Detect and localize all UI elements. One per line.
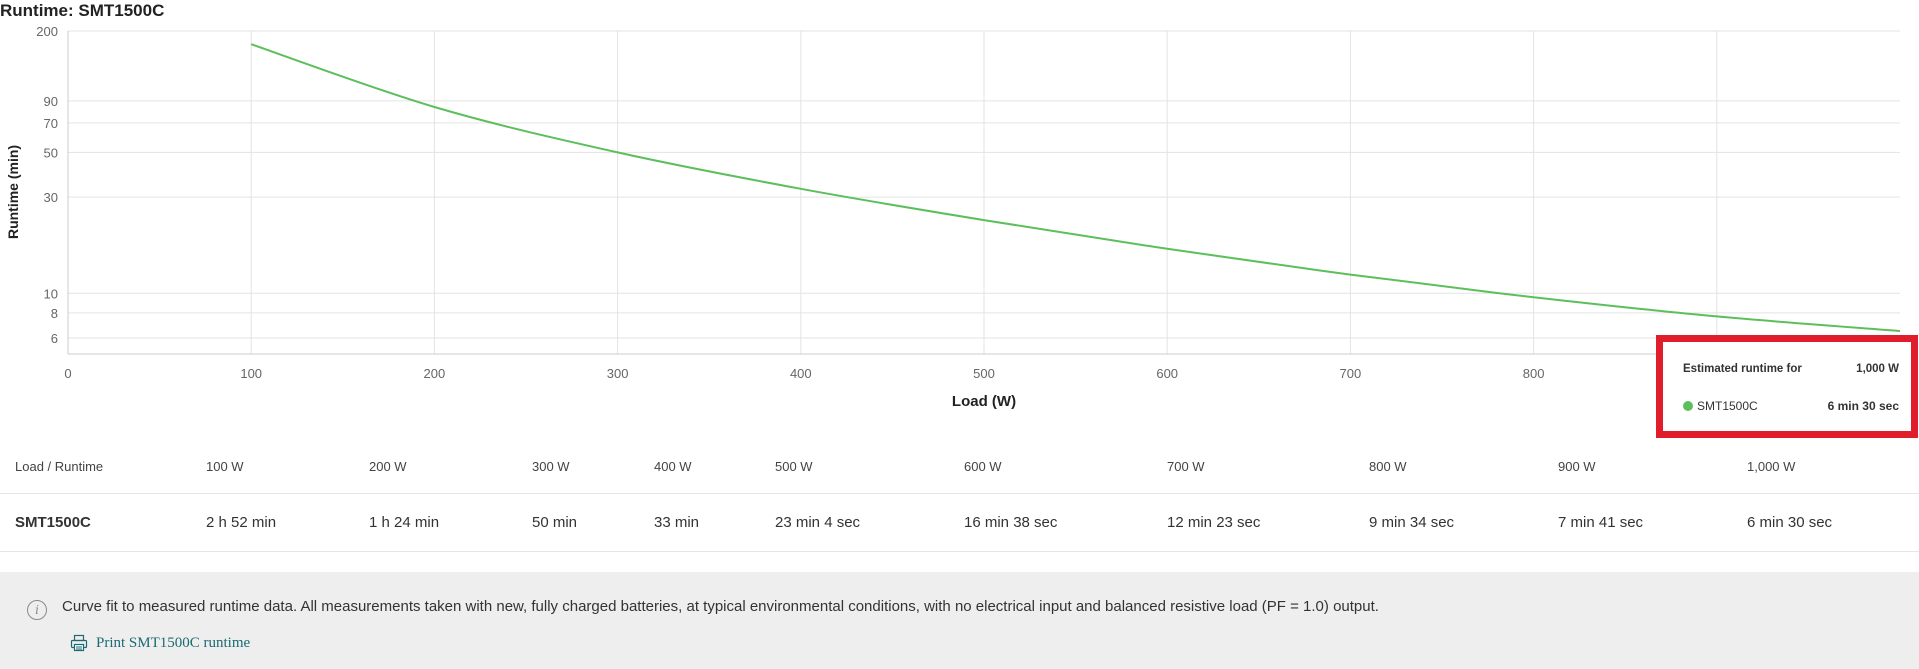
series-dot-icon [1683,401,1693,411]
table-header-row: Load / Runtime 100 W 200 W 300 W 400 W 5… [0,441,1919,494]
info-icon: i [27,600,47,620]
y-tick-label: 10 [44,286,58,301]
x-tick-label: 800 [1523,366,1545,381]
table-cell: 7 min 41 sec [1558,493,1747,552]
x-tick-label: 200 [424,366,446,381]
y-tick-label: 70 [44,116,58,131]
footer-note: Curve fit to measured runtime data. All … [62,598,1379,615]
table-header-cell: 400 W [654,441,775,494]
y-tick-label: 30 [44,190,58,205]
table-cell: 50 min [532,493,654,552]
x-tick-label: 100 [240,366,262,381]
table-header-cell: 500 W [775,441,964,494]
table-header-cell: Load / Runtime [0,441,206,494]
table-cell-model: SMT1500C [0,493,206,552]
table-header-cell: 900 W [1558,441,1747,494]
x-axis-title: Load (W) [952,393,1016,410]
x-tick-label: 600 [1156,366,1178,381]
table-cell: 2 h 52 min [206,493,369,552]
runtime-chart: 200 90 70 50 30 10 8 6 0 100 200 300 400 500 600 700 800… [5,24,1901,410]
tooltip-header: Estimated runtime for 1,000 W [1683,363,1899,375]
table-cell: 12 min 23 sec [1167,493,1369,552]
y-tick-label: 6 [51,331,58,346]
runtime-tooltip: Estimated runtime for 1,000 W SMT1500C 6… [1656,335,1918,438]
printer-icon [70,634,88,652]
x-tick-label: 0 [64,366,71,381]
table-header-cell: 700 W [1167,441,1369,494]
x-tick-label: 300 [607,366,629,381]
axis-layer: 200 90 70 50 30 10 8 6 0 100 200 300 400 500 600 700 800 [36,24,1900,381]
y-tick-label: 50 [44,145,58,160]
x-tick-label: 700 [1340,366,1362,381]
print-link-label: Print SMT1500C runtime [96,634,251,651]
tooltip-header-label: Estimated runtime for [1683,363,1802,375]
print-runtime-link[interactable]: Print SMT1500C runtime [70,634,250,652]
series-line-smt1500c [250,43,1901,332]
table-cell: 23 min 4 sec [775,493,964,552]
table-row: SMT1500C 2 h 52 min 1 h 24 min 50 min 33… [0,493,1919,552]
tooltip-header-value: 1,000 W [1856,363,1899,375]
series-layer [250,43,1901,332]
table-header-cell: 200 W [369,441,532,494]
y-tick-label: 200 [36,24,58,39]
y-tick-label: 90 [44,94,58,109]
y-axis-title: Runtime (min) [5,145,21,239]
y-tick-label: 8 [51,306,58,321]
runtime-table: Load / Runtime 100 W 200 W 300 W 400 W 5… [0,441,1919,552]
table-cell: 9 min 34 sec [1369,493,1558,552]
footer-panel: i Curve fit to measured runtime data. Al… [0,572,1919,669]
tooltip-series-value: 6 min 30 sec [1827,399,1899,413]
table-header-cell: 1,000 W [1747,441,1919,494]
table-cell: 33 min [654,493,775,552]
tooltip-series-row: SMT1500C 6 min 30 sec [1683,399,1899,413]
x-tick-label: 400 [790,366,812,381]
chart-title: Runtime: SMT1500C [0,1,165,20]
table-header-cell: 100 W [206,441,369,494]
table-header-cell: 300 W [532,441,654,494]
table-header-cell: 800 W [1369,441,1558,494]
x-tick-label: 500 [973,366,995,381]
tooltip-series-label: SMT1500C [1697,399,1758,413]
table-cell: 6 min 30 sec [1747,493,1919,552]
table-cell: 1 h 24 min [369,493,532,552]
grid-layer [68,30,1900,354]
table-header-cell: 600 W [964,441,1167,494]
table-cell: 16 min 38 sec [964,493,1167,552]
